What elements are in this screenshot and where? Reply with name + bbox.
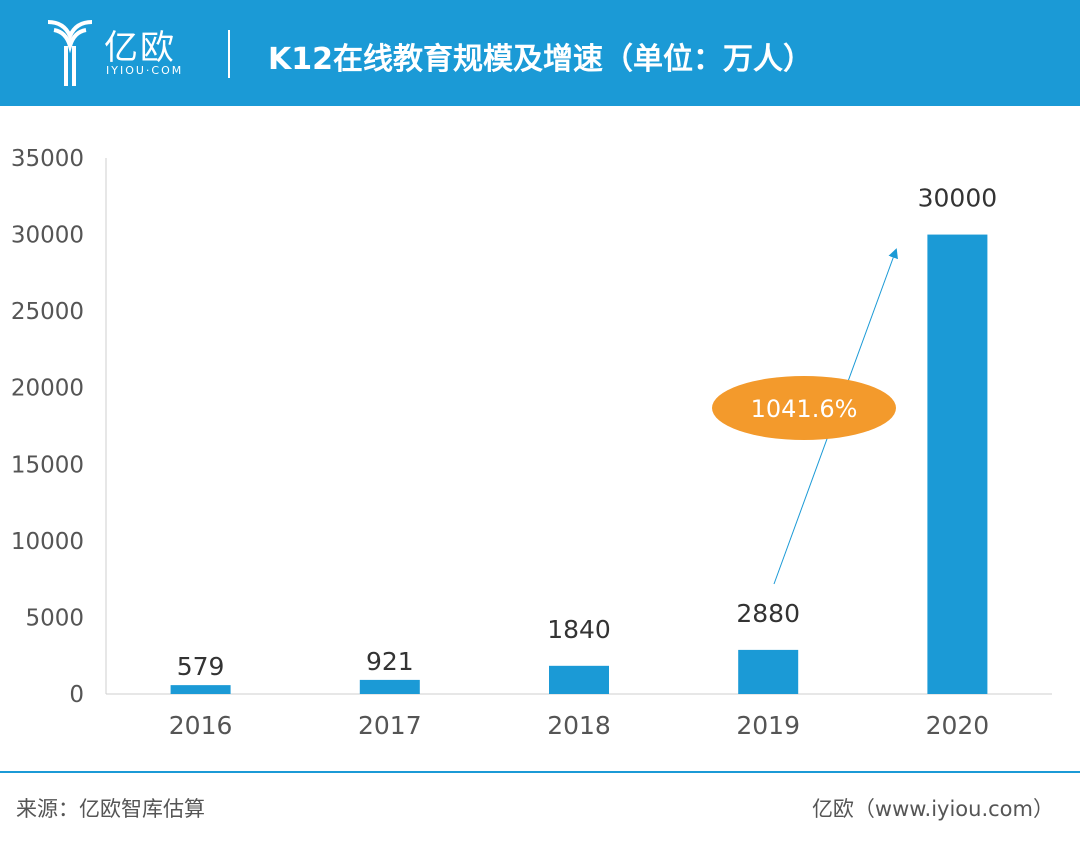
source-note: 来源：亿欧智库估算 [16, 797, 205, 821]
logo-text: 亿欧 [104, 28, 176, 68]
y-tick-label: 0 [69, 682, 84, 708]
growth-badge [712, 376, 896, 440]
y-tick-label: 10000 [11, 529, 84, 555]
bar [927, 234, 988, 695]
header-banner: 亿欧 IYIOU·COM K12在线教育规模及增速（单位：万人） [0, 0, 1080, 106]
data-label: 579 [177, 652, 225, 681]
y-tick-label: 35000 [11, 146, 84, 172]
y-tick-label: 20000 [11, 376, 84, 402]
data-label: 30000 [918, 184, 998, 213]
x-axis-ticks: 2016 2017 2018 2019 2020 [169, 711, 989, 740]
data-label: 921 [366, 647, 414, 676]
bar [170, 685, 231, 694]
x-tick-label: 2018 [547, 711, 611, 740]
bars [170, 234, 988, 695]
x-tick-label: 2020 [926, 711, 990, 740]
site-credit: 亿欧（www.iyiou.com） [811, 797, 1054, 821]
footer-rule [0, 771, 1080, 773]
y-tick-label: 25000 [11, 299, 84, 325]
x-tick-label: 2019 [736, 711, 800, 740]
y-tick-label: 5000 [25, 605, 84, 631]
logo-domain-text: IYIOU·COM [106, 64, 184, 77]
growth-rate-label: 1041.6% [751, 395, 858, 423]
header-divider [228, 30, 230, 78]
x-tick-label: 2016 [169, 711, 233, 740]
data-label: 2880 [736, 599, 800, 628]
x-tick-label: 2017 [358, 711, 422, 740]
bar [549, 665, 609, 694]
value-labels: 579 921 1840 2880 30000 [177, 184, 997, 682]
data-label: 1840 [547, 615, 611, 644]
bar [738, 649, 799, 694]
bar-chart: 0 5000 10000 15000 20000 25000 30000 35000 579 9… [11, 146, 1052, 740]
y-axis-ticks: 0 5000 10000 15000 20000 25000 30000 35000 [11, 146, 84, 708]
y-tick-label: 30000 [11, 223, 84, 249]
iyiou-logo-icon [47, 20, 93, 86]
bar [359, 679, 420, 694]
y-tick-label: 15000 [11, 452, 84, 478]
chart-title: K12在线教育规模及增速（单位：万人） [268, 42, 813, 77]
